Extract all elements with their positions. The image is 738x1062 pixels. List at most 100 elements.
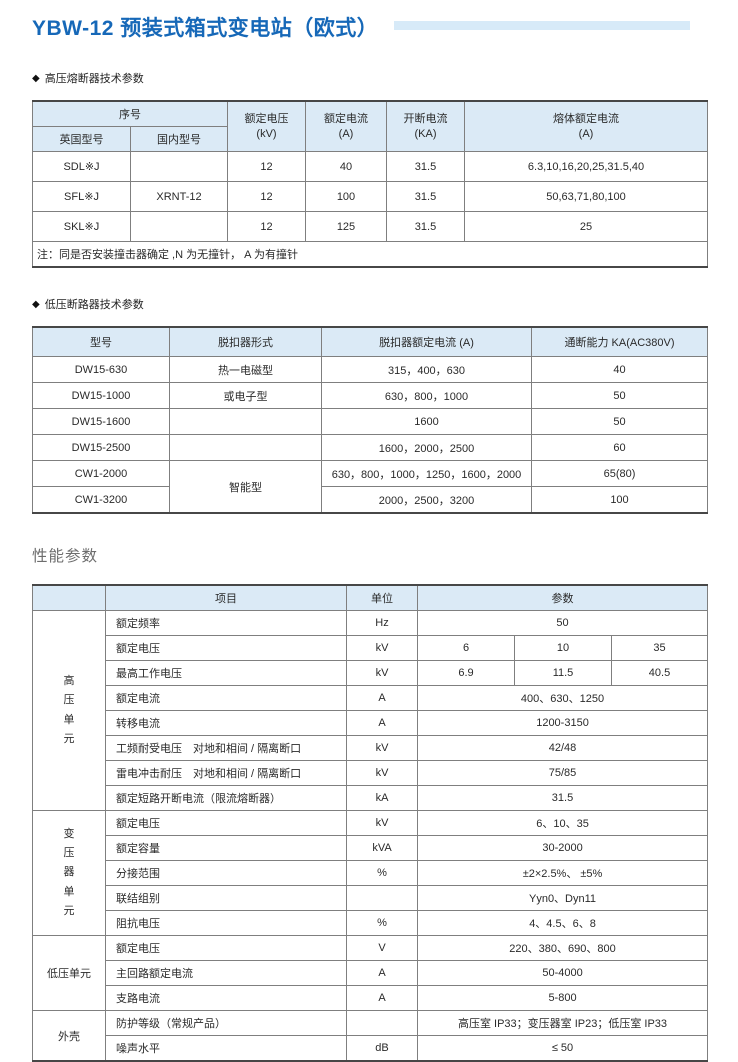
cell-unit: kV [346, 635, 418, 661]
table-row: SFL※J XRNT-12 12 100 31.5 50,63,71,80,10… [32, 181, 708, 212]
col-header-breaking-current-label: 开断电流 [403, 112, 448, 125]
cell-item: 额定电流 [105, 685, 347, 711]
cell-item: 防护等级（常规产品） [105, 1010, 347, 1036]
fuse-table: 序号 额定电压 (kV) 额定电流 (A) 开断电流 (KA) 熔体额定电流 (… [32, 100, 708, 268]
table-row: 工频耐受电压 对地和相间 / 隔离断口 kV 42/48 [33, 735, 709, 761]
cell-unit: % [346, 860, 418, 886]
cell-breaking-current: 31.5 [386, 211, 465, 242]
cell-item: 阻抗电压 [105, 910, 347, 936]
breaker-table: 型号 脱扣器形式 脱扣器额定电流 (A) 通断能力 KA(AC380V) DW1… [32, 326, 708, 514]
cell-trip-type [169, 408, 322, 435]
cell-item: 工频耐受电压 对地和相间 / 隔离断口 [105, 735, 347, 761]
performance-table: 项目 单位 参数 高压单元 额定频率 Hz 50 额定电压 kV 6 10 35 [32, 584, 709, 1062]
cell-unit: A [346, 960, 418, 986]
table-row: 低压单元 额定电压 V 220、380、690、800 [32, 935, 709, 1011]
cell-trip-rated-current: 630，800，1000 [321, 382, 532, 409]
cell-item: 最高工作电压 [105, 660, 347, 686]
cell-item: 额定短路开断电流（限流熔断器） [105, 785, 347, 811]
cell-item: 额定电压 [105, 935, 347, 961]
table-row: SKL※J 12 125 31.5 25 [32, 211, 708, 242]
table-row: CW1-2000 智能型 630，800，1000，1250，1600，2000… [32, 460, 708, 514]
table-row: 雷电冲击耐压 对地和相间 / 隔离断口 kV 75/85 [33, 760, 709, 786]
table-row: 主回路额定电流 A 50-4000 [33, 960, 709, 986]
cell-unit [346, 885, 418, 911]
cell-breaking-capacity: 60 [531, 434, 708, 461]
cell-param: 35 [610, 635, 709, 661]
cell-uk-model: SDL※J [32, 151, 131, 182]
col-header-item: 项目 [105, 584, 347, 611]
cell-param: 1200-3150 [416, 710, 709, 736]
cell-param: 高压室 IP33；变压器室 IP23；低压室 IP33 [416, 1010, 709, 1036]
cell-fuse-rated-current: 6.3,10,16,20,25,31.5,40 [464, 151, 708, 182]
title-row: YBW-12 预装式箱式变电站（欧式） [32, 12, 707, 42]
section-heading-fuse: ◆ 高压熔断器技术参数 [32, 70, 707, 86]
table-row: 转移电流 A 1200-3150 [33, 710, 709, 736]
cell-rated-voltage: 12 [227, 211, 306, 242]
table-row: 外壳 防护等级（常规产品） 高压室 IP33；变压器室 IP23；低压室 IP3… [32, 1010, 709, 1062]
cell-param: 30-2000 [416, 835, 709, 861]
cell-param: 31.5 [416, 785, 709, 811]
col-header-breaking-capacity: 通断能力 KA(AC380V) [531, 326, 708, 357]
col-header-trip-rated-current: 脱扣器额定电流 (A) [321, 326, 532, 357]
col-header-trip-type: 脱扣器形式 [169, 326, 322, 357]
cell-rated-voltage: 12 [227, 151, 306, 182]
cell-param: Yyn0、Dyn11 [416, 885, 709, 911]
cell-item: 噪声水平 [105, 1035, 347, 1062]
cell-unit: kV [346, 810, 418, 836]
col-header-uk-model: 英国型号 [32, 126, 131, 152]
group-label-transformer-text: 变压器单元 [63, 827, 75, 917]
table-row: 阻抗电压 % 4、4.5、6、8 [33, 910, 709, 936]
table-row: 支路电流 A 5-800 [33, 985, 709, 1011]
table-row: CW1-3200 2000，2500，3200 100 [32, 486, 708, 514]
table-row: 联结组别 Yyn0、Dyn11 [33, 885, 709, 911]
col-header-fuse-rated-current: 熔体额定电流 (A) [464, 100, 708, 152]
section-heading-breaker: ◆ 低压断路器技术参数 [32, 296, 707, 312]
table-row: DW15-1600 1600 50 [32, 408, 708, 435]
table-row: SDL※J 12 40 31.5 6.3,10,16,20,25,31.5,40 [32, 151, 708, 182]
cell-model: DW15-1600 [32, 408, 170, 435]
breaker-header-row: 型号 脱扣器形式 脱扣器额定电流 (A) 通断能力 KA(AC380V) [32, 326, 708, 357]
cell-param: 6、10、35 [416, 810, 709, 836]
cell-trip-rated-current: 315，400，630 [321, 356, 532, 383]
cell-param: 42/48 [416, 735, 709, 761]
cell-param: 40.5 [610, 660, 709, 686]
col-header-rated-current-unit: (A) [338, 127, 354, 140]
performance-heading: 性能参数 [32, 548, 99, 565]
cell-rated-current: 100 [305, 181, 387, 212]
col-header-rated-voltage-label: 额定电压 [244, 112, 289, 125]
cell-item: 额定电压 [105, 810, 347, 836]
cell-param: 400、630、1250 [416, 685, 709, 711]
group-label-shell: 外壳 [32, 1010, 106, 1062]
cell-cn-model [130, 211, 228, 242]
cell-unit: kV [346, 660, 418, 686]
cell-model: DW15-1000 [32, 382, 170, 409]
table-row: 额定短路开断电流（限流熔断器） kA 31.5 [33, 785, 709, 811]
col-header-breaking-current: 开断电流 (KA) [386, 100, 465, 152]
cell-trip-rated-current: 1600，2000，2500 [321, 434, 532, 461]
cell-param: ≤ 50 [416, 1035, 709, 1062]
fuse-header-row-1: 序号 额定电压 (kV) 额定电流 (A) 开断电流 (KA) 熔体额定电流 (… [32, 100, 708, 152]
cell-unit [346, 1010, 418, 1036]
col-header-serial: 序号 [32, 100, 228, 127]
col-header-unit: 单位 [346, 584, 418, 611]
cell-param: 50-4000 [416, 960, 709, 986]
cell-param: 5-800 [416, 985, 709, 1011]
cell-breaking-capacity: 50 [531, 382, 708, 409]
col-header-param: 参数 [416, 584, 709, 611]
performance-header-row: 项目 单位 参数 [32, 584, 709, 611]
group-label-hv-text: 高压单元 [63, 675, 75, 745]
page-title: YBW-12 预装式箱式变电站（欧式） [32, 17, 379, 40]
cell-rated-voltage: 12 [227, 181, 306, 212]
cell-item: 额定电压 [105, 635, 347, 661]
cell-item: 额定频率 [105, 610, 347, 636]
cell-uk-model: SFL※J [32, 181, 131, 212]
cell-cn-model: XRNT-12 [130, 181, 228, 212]
cell-fuse-rated-current: 25 [464, 211, 708, 242]
cell-item: 联结组别 [105, 885, 347, 911]
cell-unit: A [346, 985, 418, 1011]
table-row: 最高工作电压 kV 6.9 11.5 40.5 [33, 660, 709, 686]
note-row: 注：同是否安装撞击器确定 ,N 为无撞针， A 为有撞针 [32, 241, 708, 268]
col-header-rated-voltage: 额定电压 (kV) [227, 100, 306, 152]
table-row: 高压单元 额定频率 Hz 50 [32, 610, 709, 811]
